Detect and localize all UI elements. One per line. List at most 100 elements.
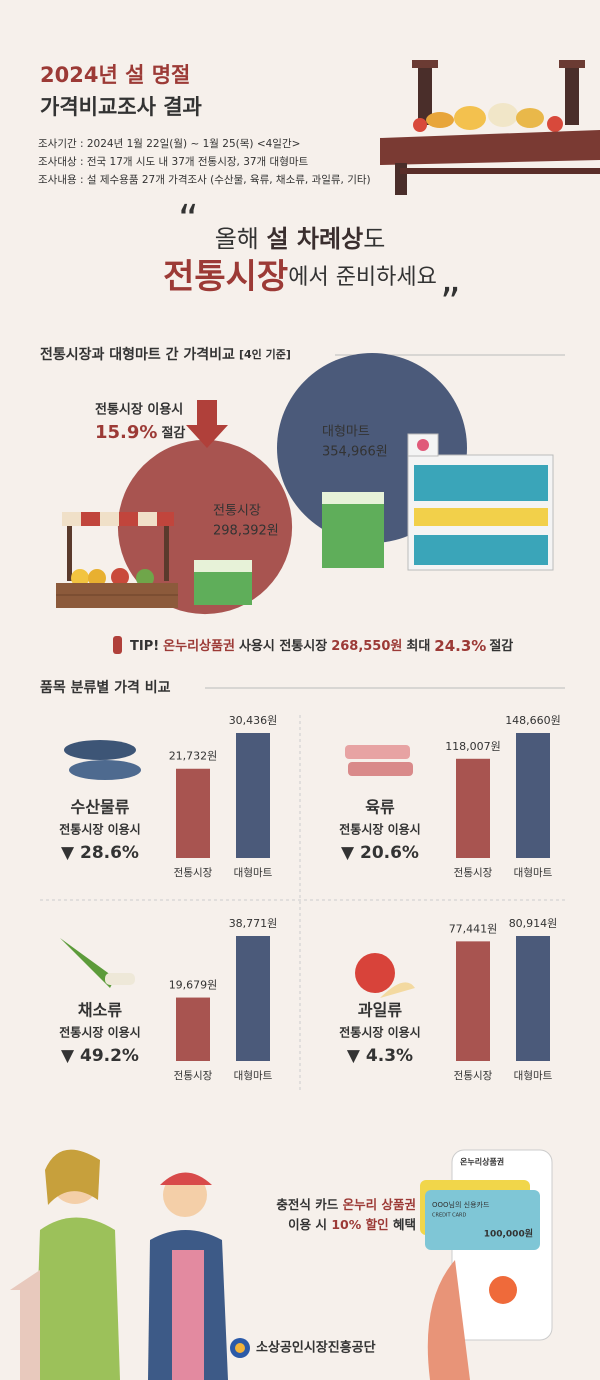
- bar: [176, 997, 210, 1061]
- promo-text-part: 혜택: [389, 1217, 416, 1232]
- market-price: 298,392원: [213, 524, 279, 539]
- quote-mark: “: [178, 197, 199, 243]
- icon: [64, 740, 136, 760]
- icon: [60, 938, 115, 988]
- x-tick-label: 대형마트: [514, 867, 553, 879]
- savings-label: 전통시장 이용시: [59, 1025, 140, 1040]
- tip-text: 온누리상품권: [163, 638, 235, 654]
- info: 조사기간 : 2024년 1월 22일(월) ~ 1월 25(목) <4일간>: [38, 137, 300, 150]
- headline: 전통시장에서 준비하세요: [163, 257, 437, 297]
- market-price: 354,966원: [322, 445, 388, 460]
- bar: [236, 936, 270, 1061]
- down-arrow: [186, 400, 228, 448]
- tip-text: 절감: [489, 639, 513, 654]
- promo-emphasis: 온누리 상품권: [343, 1197, 416, 1212]
- info: 조사내용 : 설 제수용품 27개 가격조사 (수산물, 육류, 채소류, 과일…: [38, 173, 371, 186]
- x-tick-label: 대형마트: [234, 867, 273, 879]
- savings-word: 절감: [161, 426, 185, 441]
- mart-building: [407, 433, 554, 571]
- savings-label: 전통시장 이용시: [59, 822, 140, 837]
- icon: [355, 953, 395, 993]
- section-title: 전통시장과 대형마트 간 가격비교 [4인 기준]: [40, 346, 291, 363]
- card-type: CREDIT CARD: [432, 1213, 466, 1219]
- market-name: 대형마트: [322, 425, 370, 440]
- savings-label: 전통시장 이용시: [339, 822, 420, 837]
- headline-text: 올해: [215, 225, 267, 253]
- category-name: 채소류: [78, 1001, 122, 1020]
- money-illustration: [194, 492, 384, 605]
- card-amount: 100,000원: [484, 1228, 533, 1240]
- icon: [69, 760, 141, 780]
- savings-rate: ▼ 28.6%: [61, 843, 139, 863]
- x-tick-label: 전통시장: [454, 867, 493, 879]
- bar: [456, 758, 490, 858]
- bar: [516, 733, 550, 858]
- phone-illustration: [420, 1149, 553, 1380]
- category-name: 과일류: [358, 1001, 402, 1020]
- x-tick-label: 전통시장: [174, 1070, 213, 1082]
- tip: TIP! 온누리상품권 사용시 전통시장 268,550원 최대 24.3% 절감: [130, 637, 513, 655]
- tip-text: 268,550원: [331, 639, 402, 654]
- icon: [380, 982, 415, 998]
- section-title-text: 전통시장과 대형마트 간 가격비교: [40, 346, 235, 363]
- tip-text: TIP!: [130, 639, 159, 654]
- promo-text-part: 이용 시: [288, 1217, 331, 1232]
- bar: [236, 733, 270, 858]
- promo-emphasis: 10% 할인: [331, 1217, 388, 1232]
- headline-text: 에서 준비하세요: [288, 265, 437, 290]
- tip-text: 24.3%: [434, 637, 486, 655]
- info: 조사대상 : 전국 17개 시도 내 37개 전통시장, 37개 대형마트: [38, 156, 309, 168]
- bar: [176, 768, 210, 858]
- promo-text: 충전식 카드 온누리 상품권: [276, 1197, 416, 1212]
- promo-text-part: 충전식 카드: [276, 1197, 342, 1212]
- value-label: 148,660원: [505, 714, 561, 727]
- icon: [105, 973, 135, 985]
- category-name: 육류: [365, 798, 395, 817]
- value-label: 19,679원: [169, 979, 218, 992]
- tip-text: 사용시 전통시장: [239, 638, 327, 654]
- x-tick-label: 전통시장: [174, 867, 213, 879]
- headline-emphasis: 전통시장: [163, 257, 288, 297]
- quote-mark: ”: [440, 280, 461, 326]
- market-name: 전통시장: [213, 504, 261, 519]
- headline-text: 도: [363, 225, 385, 253]
- title: 가격비교조사 결과: [40, 95, 202, 119]
- category-name: 수산물류: [71, 798, 130, 817]
- value-label: 21,732원: [169, 750, 218, 763]
- value-label: 77,441원: [449, 922, 498, 935]
- value-label: 118,007원: [445, 740, 501, 753]
- x-tick-label: 대형마트: [234, 1070, 273, 1082]
- org-name: 소상공인시장진흥공단: [256, 1340, 376, 1356]
- headline-emphasis: 설 차례상: [267, 225, 364, 253]
- section-title: 품목 분류별 가격 비교: [40, 679, 171, 696]
- savings-rate: ▼ 20.6%: [341, 843, 419, 863]
- bar: [516, 936, 550, 1061]
- people-illustration: [10, 1149, 228, 1380]
- savings-rate: ▼ 4.3%: [347, 1046, 413, 1066]
- icon: [345, 745, 410, 759]
- headline: 올해 설 차례상도: [215, 225, 386, 253]
- savings: 15.9% 절감: [95, 422, 185, 443]
- value-label: 30,436원: [229, 714, 278, 727]
- value-label: 38,771원: [229, 917, 278, 930]
- savings-label: 전통시장 이용시: [95, 402, 183, 418]
- market-stall: [56, 512, 178, 608]
- x-tick-label: 대형마트: [514, 1070, 553, 1082]
- logo: [235, 1343, 245, 1353]
- icon: [348, 762, 413, 776]
- tip-icon: [113, 636, 122, 654]
- section-note: [4인 기준]: [239, 347, 291, 361]
- x-tick-label: 전통시장: [454, 1070, 493, 1082]
- app-title: 온누리상품권: [460, 1157, 504, 1167]
- card-name: OOO님의 신용카드: [432, 1200, 490, 1209]
- tip-text: 최대: [406, 639, 430, 654]
- savings-label: 전통시장 이용시: [339, 1025, 420, 1040]
- savings-rate: ▼ 49.2%: [61, 1046, 139, 1066]
- savings-rate: 15.9%: [95, 422, 157, 443]
- promo-text: 이용 시 10% 할인 혜택: [288, 1217, 416, 1232]
- value-label: 80,914원: [509, 917, 558, 930]
- bar: [456, 941, 490, 1061]
